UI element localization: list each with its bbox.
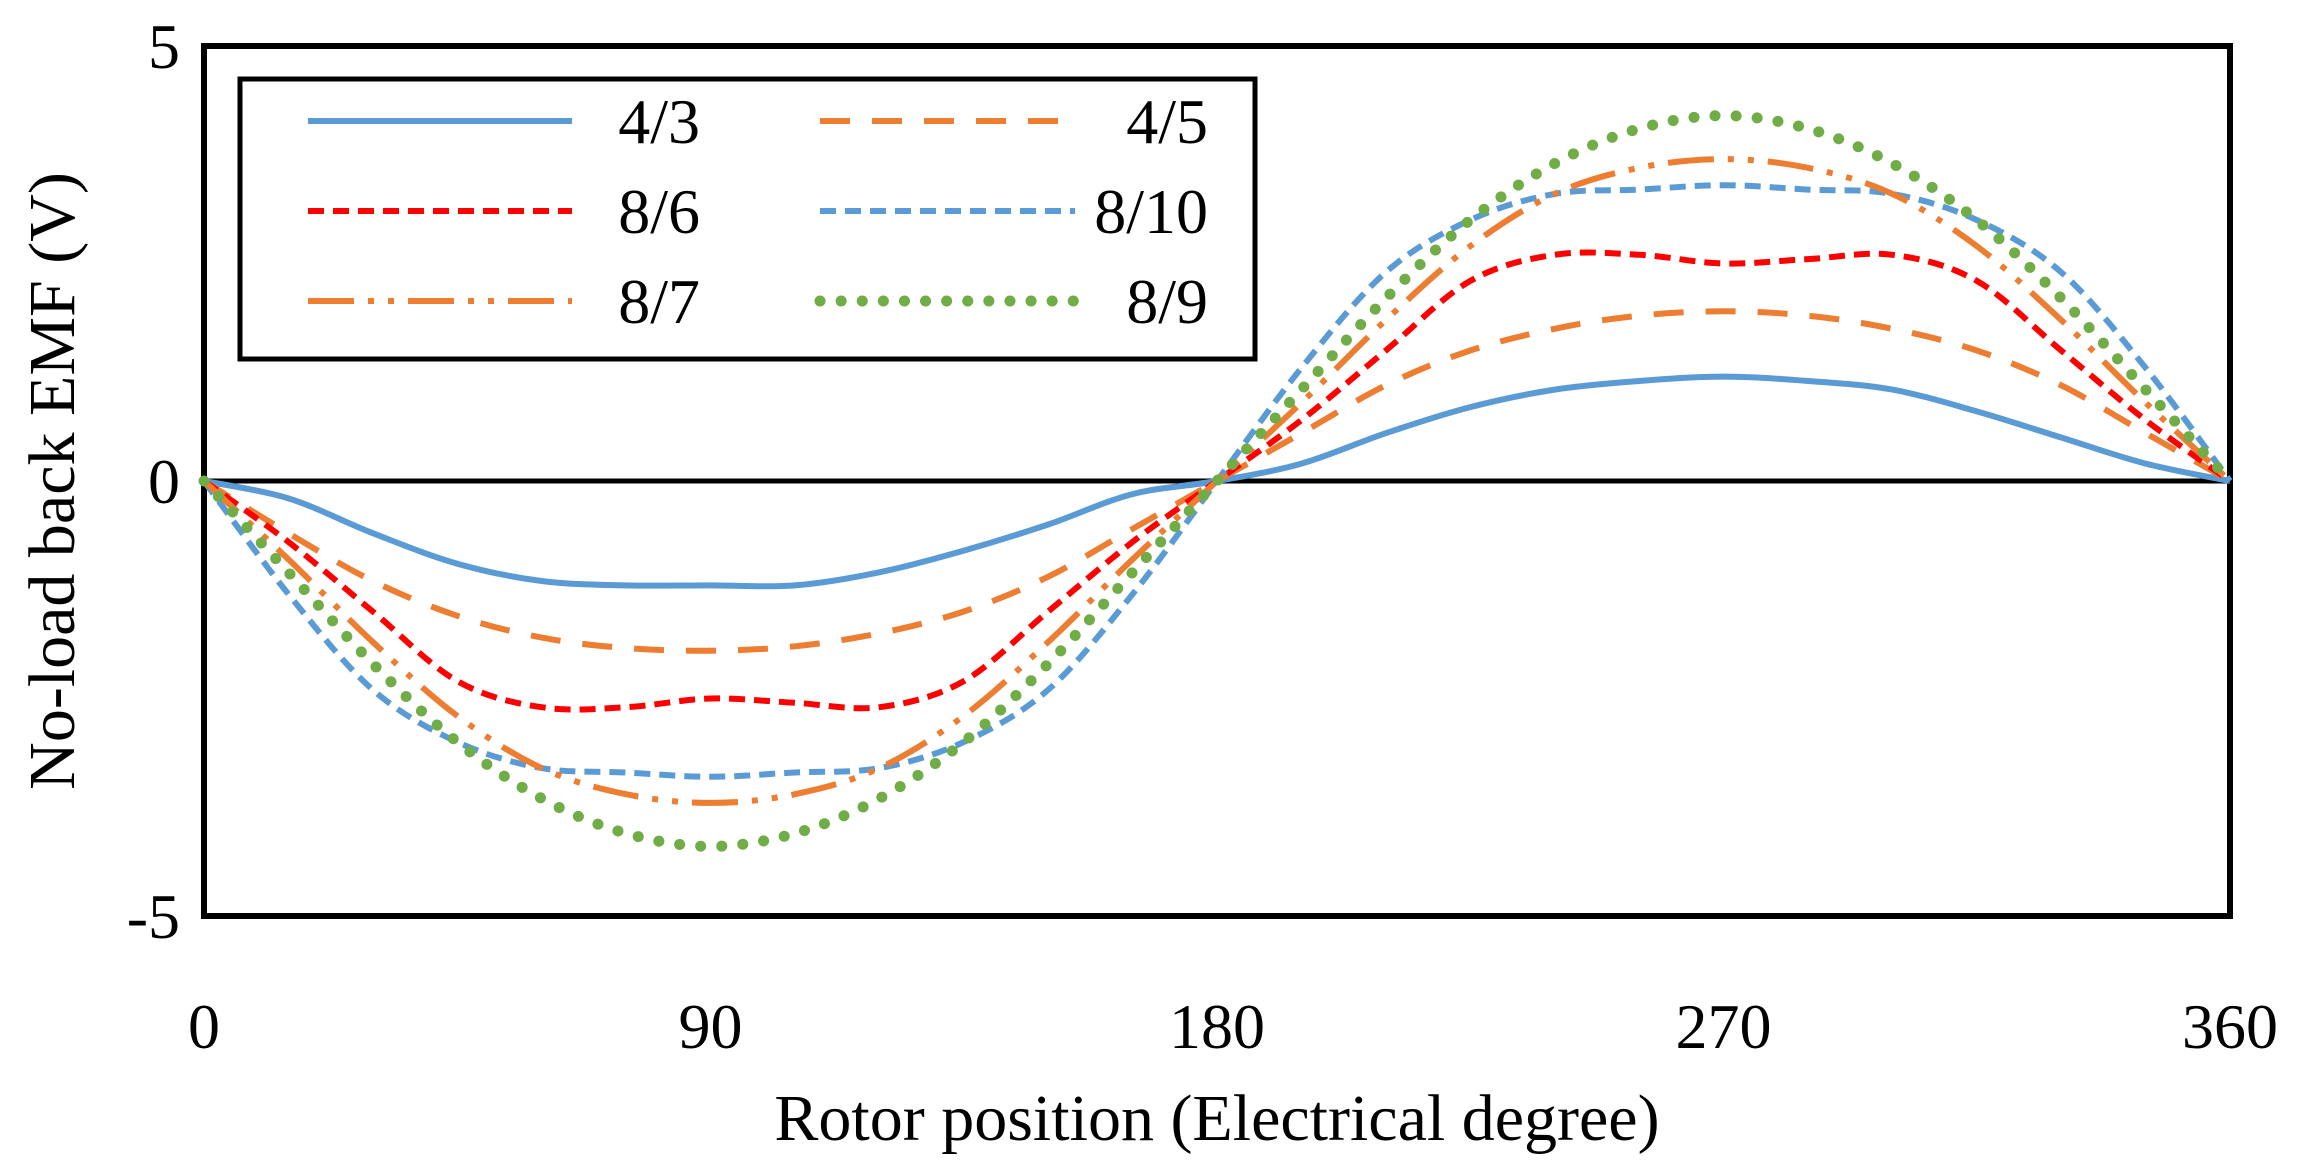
legend-label-8-6: 8/6 — [618, 176, 700, 247]
y-tick-label: 5 — [148, 11, 180, 82]
y-axis-label: No-load back EMF (V) — [16, 172, 89, 790]
legend: 4/3 4/5 8/6 8/10 8/7 8/9 — [237, 76, 1258, 362]
legend-label-8-10: 8/10 — [1094, 176, 1208, 247]
series-line-8-9 — [198, 110, 2236, 852]
x-tick-label: 270 — [1676, 991, 1772, 1062]
series-layer — [198, 110, 2236, 852]
legend-box — [237, 76, 1258, 362]
legend-label-8-7: 8/7 — [618, 266, 700, 337]
x-tick-label: 90 — [679, 991, 743, 1062]
x-tick-label: 0 — [188, 991, 220, 1062]
legend-label-4-3: 4/3 — [618, 86, 700, 157]
x-tick-label: 180 — [1169, 991, 1265, 1062]
x-tick-label: 360 — [2182, 991, 2278, 1062]
series-line-4-5 — [202, 308, 2232, 654]
legend-items: 4/3 4/5 8/6 8/10 8/7 8/9 — [308, 86, 1208, 337]
y-tick-label: -5 — [127, 881, 180, 952]
legend-label-8-9: 8/9 — [1126, 266, 1208, 337]
legend-label-4-5: 4/5 — [1126, 86, 1208, 157]
y-tick-label: 0 — [148, 446, 180, 517]
x-axis-label: Rotor position (Electrical degree) — [774, 1082, 1659, 1155]
